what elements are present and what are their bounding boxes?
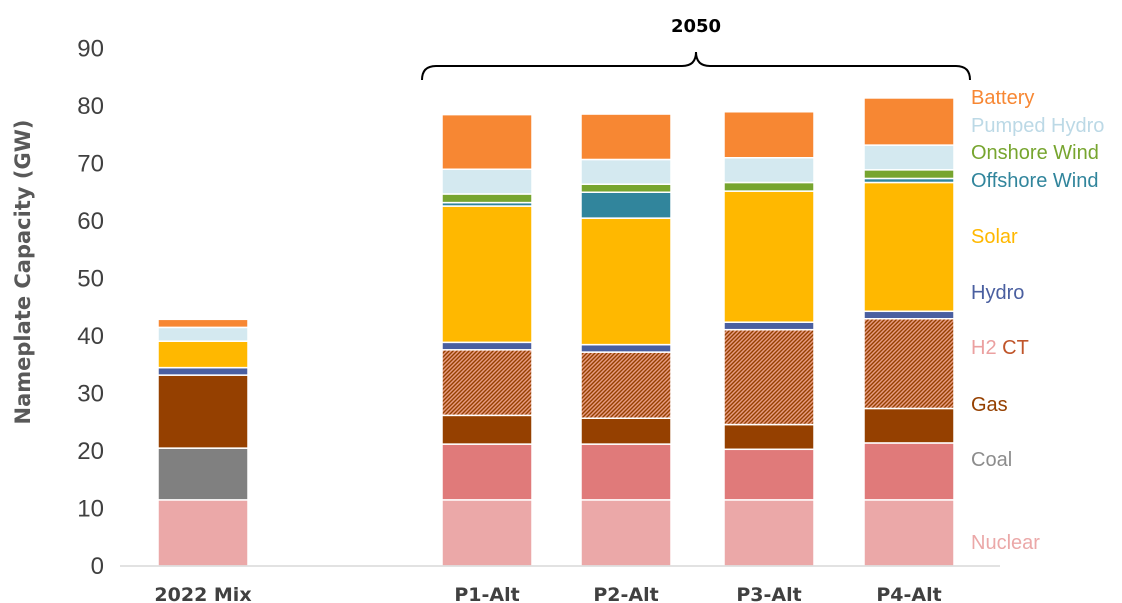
legend-entry: Gas <box>971 394 1008 416</box>
y-tick-label: 60 <box>77 208 104 235</box>
bar-segment-battery <box>441 113 533 170</box>
bar-segment-solar <box>441 205 533 344</box>
group-label-2050: 2050 <box>671 16 721 37</box>
bar-segment-nuclear <box>863 499 955 567</box>
bar-segment-hydro <box>157 366 249 376</box>
y-tick-label: 50 <box>77 266 104 293</box>
legend-entry: H2 CT <box>971 337 1029 359</box>
y-tick-label: 10 <box>77 496 104 523</box>
bar-segment-hydro <box>723 321 815 331</box>
bar-segment-offshore-wind <box>580 191 672 219</box>
bar-segment-pumped-hydro <box>863 144 955 171</box>
bar-segment-gas <box>580 417 672 445</box>
bar-segment-h2-ct <box>441 349 533 417</box>
group-bracket: 2050 <box>421 16 971 81</box>
bar-segment-nuclear <box>157 499 249 567</box>
bar-segment-battery <box>723 111 815 159</box>
bar-segment-solar <box>157 340 249 369</box>
bar-segment-battery <box>157 318 249 329</box>
bar-segment-series-2 <box>863 442 955 501</box>
legend-entry: Offshore Wind <box>971 170 1098 192</box>
bar-segment-gas <box>723 423 815 451</box>
bar-segment-h2-ct <box>863 318 955 410</box>
bar-segment-battery <box>863 97 955 146</box>
bar-segment-onshore-wind <box>723 181 815 192</box>
group-bracket-line <box>421 51 971 81</box>
legend-entry: Solar <box>971 226 1018 248</box>
bar-segment-h2-ct <box>723 328 815 426</box>
y-axis-ticks: 0 10 20 30 40 50 60 70 80 90 <box>77 36 104 581</box>
bar-segment-series-2 <box>580 443 672 501</box>
bar-segment-hydro <box>580 343 672 353</box>
x-tick-label: P3-Alt <box>736 584 801 603</box>
bar-segment-onshore-wind <box>863 169 955 180</box>
bar-segment-coal <box>157 447 249 501</box>
bar-segment-pumped-hydro <box>580 158 672 185</box>
bars <box>157 97 955 567</box>
legend-entry: Pumped Hydro <box>971 115 1104 137</box>
legend-entry: Hydro <box>971 282 1024 304</box>
bar-segment-series-2 <box>441 443 533 501</box>
bar-segment-battery <box>580 113 672 161</box>
y-tick-label: 90 <box>77 36 104 63</box>
x-tick-label: 2022 Mix <box>154 584 251 603</box>
bar-segment-h2-ct <box>580 351 672 419</box>
legend-entry: Nuclear <box>971 532 1040 554</box>
x-tick-label: P4-Alt <box>876 584 941 603</box>
bar-segment-pumped-hydro <box>441 168 533 195</box>
y-tick-label: 80 <box>77 93 104 120</box>
y-tick-label: 40 <box>77 323 104 350</box>
y-tick-label: 0 <box>91 553 104 580</box>
x-tick-label: P2-Alt <box>593 584 658 603</box>
x-tick-label: P1-Alt <box>454 584 519 603</box>
bar-segment-gas <box>441 414 533 445</box>
y-axis-label: Nameplate Capacity (GW) <box>11 120 35 425</box>
bar-segment-nuclear <box>723 499 815 567</box>
bar-segment-onshore-wind <box>441 193 533 204</box>
bar-segment-nuclear <box>441 499 533 567</box>
legend-entry: Coal <box>971 449 1012 471</box>
legend-entry: Battery <box>971 87 1034 109</box>
bar-segment-pumped-hydro <box>723 157 815 184</box>
bar-segment-series-2 <box>723 448 815 501</box>
bar-segment-nuclear <box>580 499 672 567</box>
bar-segment-solar <box>863 181 955 313</box>
bar-segment-gas <box>863 407 955 444</box>
y-tick-label: 70 <box>77 151 104 178</box>
bar-segment-hydro <box>441 341 533 351</box>
x-axis-labels: 2022 Mix P1-Alt P2-Alt P3-Alt P4-Alt <box>154 584 941 603</box>
bar-segment-solar <box>723 190 815 323</box>
legend: Battery Pumped Hydro Onshore Wind Offshore … <box>971 87 1104 554</box>
legend-entry: Onshore Wind <box>971 142 1099 164</box>
bar-segment-hydro <box>863 310 955 320</box>
bar-segment-gas <box>157 374 249 449</box>
bar-segment-pumped-hydro <box>157 326 249 342</box>
y-tick-label: 20 <box>77 438 104 465</box>
y-tick-label: 30 <box>77 381 104 408</box>
bar-segment-solar <box>580 217 672 346</box>
bar-segment-onshore-wind <box>580 183 672 193</box>
